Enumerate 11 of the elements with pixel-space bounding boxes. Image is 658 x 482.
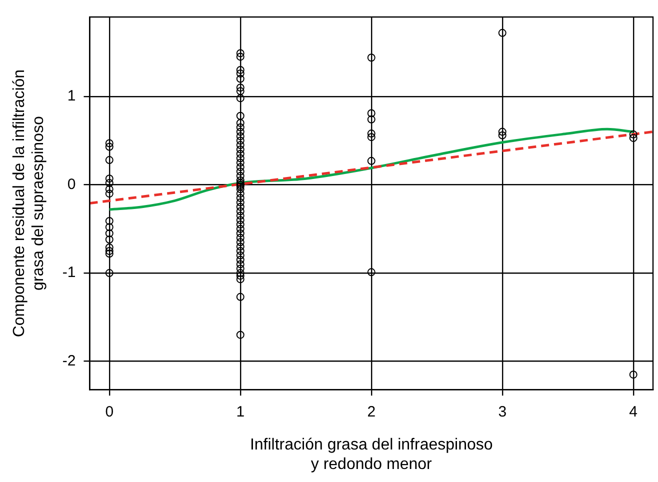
y-tick-label: -1 (62, 264, 76, 282)
y-tick-label: 0 (67, 176, 76, 193)
x-tick-label: 2 (367, 404, 376, 421)
x-axis-title: Infiltración grasa del infraespinoso y redondo menor (250, 436, 493, 473)
x-tick-label: 1 (236, 404, 245, 421)
y-tick-label: -2 (62, 352, 76, 370)
x-tick-label: 3 (498, 404, 507, 421)
x-tick-label: 0 (105, 404, 114, 421)
y-axis-title: Componente residual de la infiltración grasa del supraespinoso (11, 69, 48, 338)
y-tick-label: 1 (67, 88, 76, 105)
x-tick-label: 4 (629, 404, 638, 421)
